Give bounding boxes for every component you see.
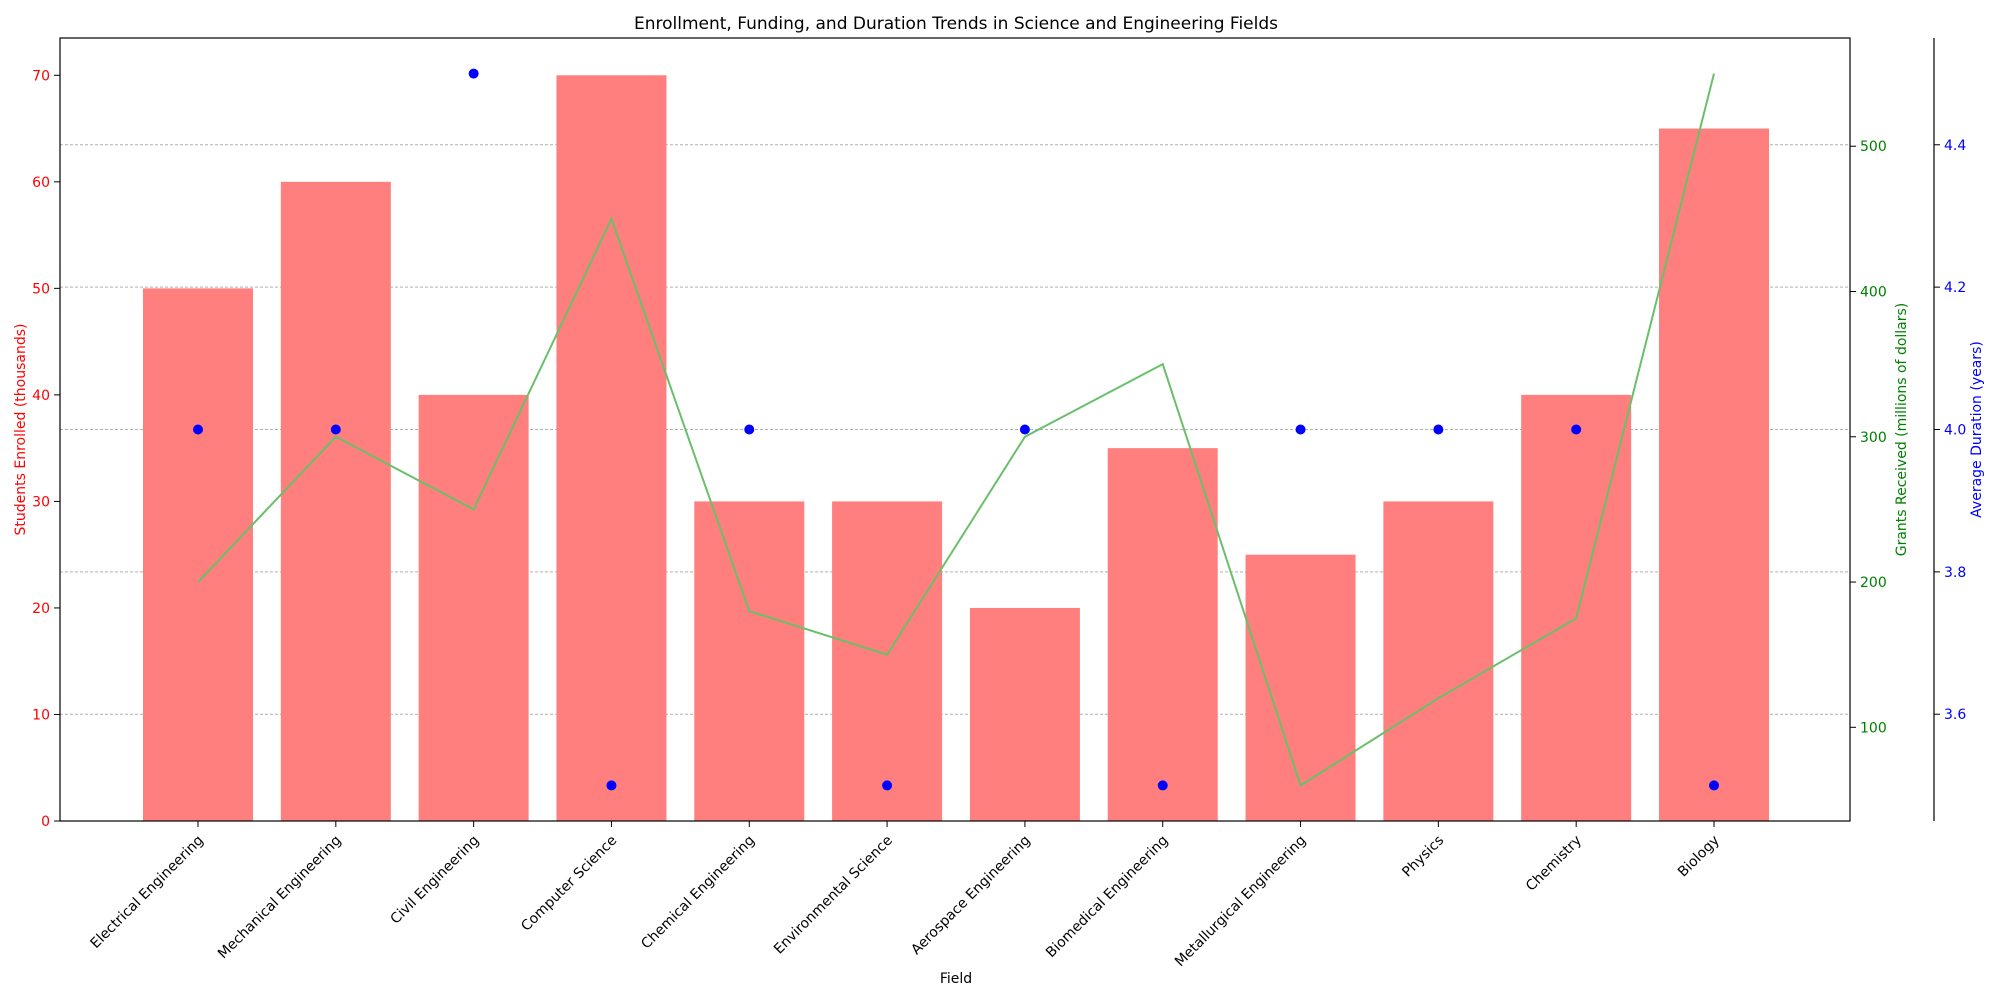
right-axis-tick-label: 100 (1860, 720, 1887, 736)
scatter-point (882, 780, 893, 791)
left-axis-tick-label: 70 (32, 68, 50, 84)
bar (418, 394, 529, 821)
duration-axis-tick-label: 3.6 (1944, 707, 1966, 723)
bar (1107, 448, 1218, 821)
left-axis-tick-label: 0 (41, 814, 50, 830)
bar (280, 181, 391, 821)
scatter-point (468, 68, 479, 79)
bar (143, 288, 253, 821)
duration-axis-tick-label: 4.0 (1944, 423, 1966, 439)
scatter-point (193, 424, 203, 435)
right-axis-tick-label: 500 (1860, 139, 1887, 155)
bar (694, 501, 805, 821)
duration-axis-tick-label: 3.8 (1944, 565, 1966, 581)
bar (1659, 128, 1769, 821)
grants-line (197, 73, 1715, 787)
right-axis-tick-label: 300 (1860, 430, 1887, 446)
scatter-point (1295, 424, 1306, 435)
scatter-point (744, 424, 755, 435)
scatter-point (606, 780, 617, 791)
left-axis-tick-label: 30 (32, 494, 50, 510)
scatter-point (1571, 424, 1582, 435)
left-axis-label: Students Enrolled (thousands) (13, 324, 29, 536)
left-axis-tick-label: 20 (32, 601, 50, 617)
scatter-point (1433, 424, 1444, 435)
duration-axis-tick-label: 4.2 (1944, 280, 1966, 296)
left-axis-tick-label: 50 (32, 281, 50, 297)
right-axis-tick-label: 200 (1860, 575, 1887, 591)
bar (556, 75, 667, 822)
scatter-point (1709, 780, 1719, 791)
bar (969, 607, 1080, 821)
bar (1383, 501, 1494, 821)
duration-axis-label: Average Duration (years) (1969, 341, 1985, 518)
scatter-point (330, 424, 341, 435)
left-axis-tick-label: 60 (32, 175, 50, 191)
scatter-point (1157, 780, 1168, 791)
bar (1521, 394, 1632, 821)
scatter-point (1019, 424, 1030, 435)
plot-frame (59, 37, 1851, 822)
x-axis-label: Field (940, 971, 972, 987)
right-axis-tick-label: 400 (1860, 284, 1887, 300)
right-axis-label: Grants Received (millions of dollars) (1894, 303, 1910, 557)
bar (832, 501, 943, 821)
chart-title: Enrollment, Funding, and Duration Trends… (634, 14, 1278, 34)
left-axis-tick-label: 10 (32, 707, 50, 723)
duration-axis-tick-label: 4.4 (1944, 138, 1966, 154)
left-axis-tick-label: 40 (32, 388, 50, 404)
bar (1245, 554, 1356, 821)
